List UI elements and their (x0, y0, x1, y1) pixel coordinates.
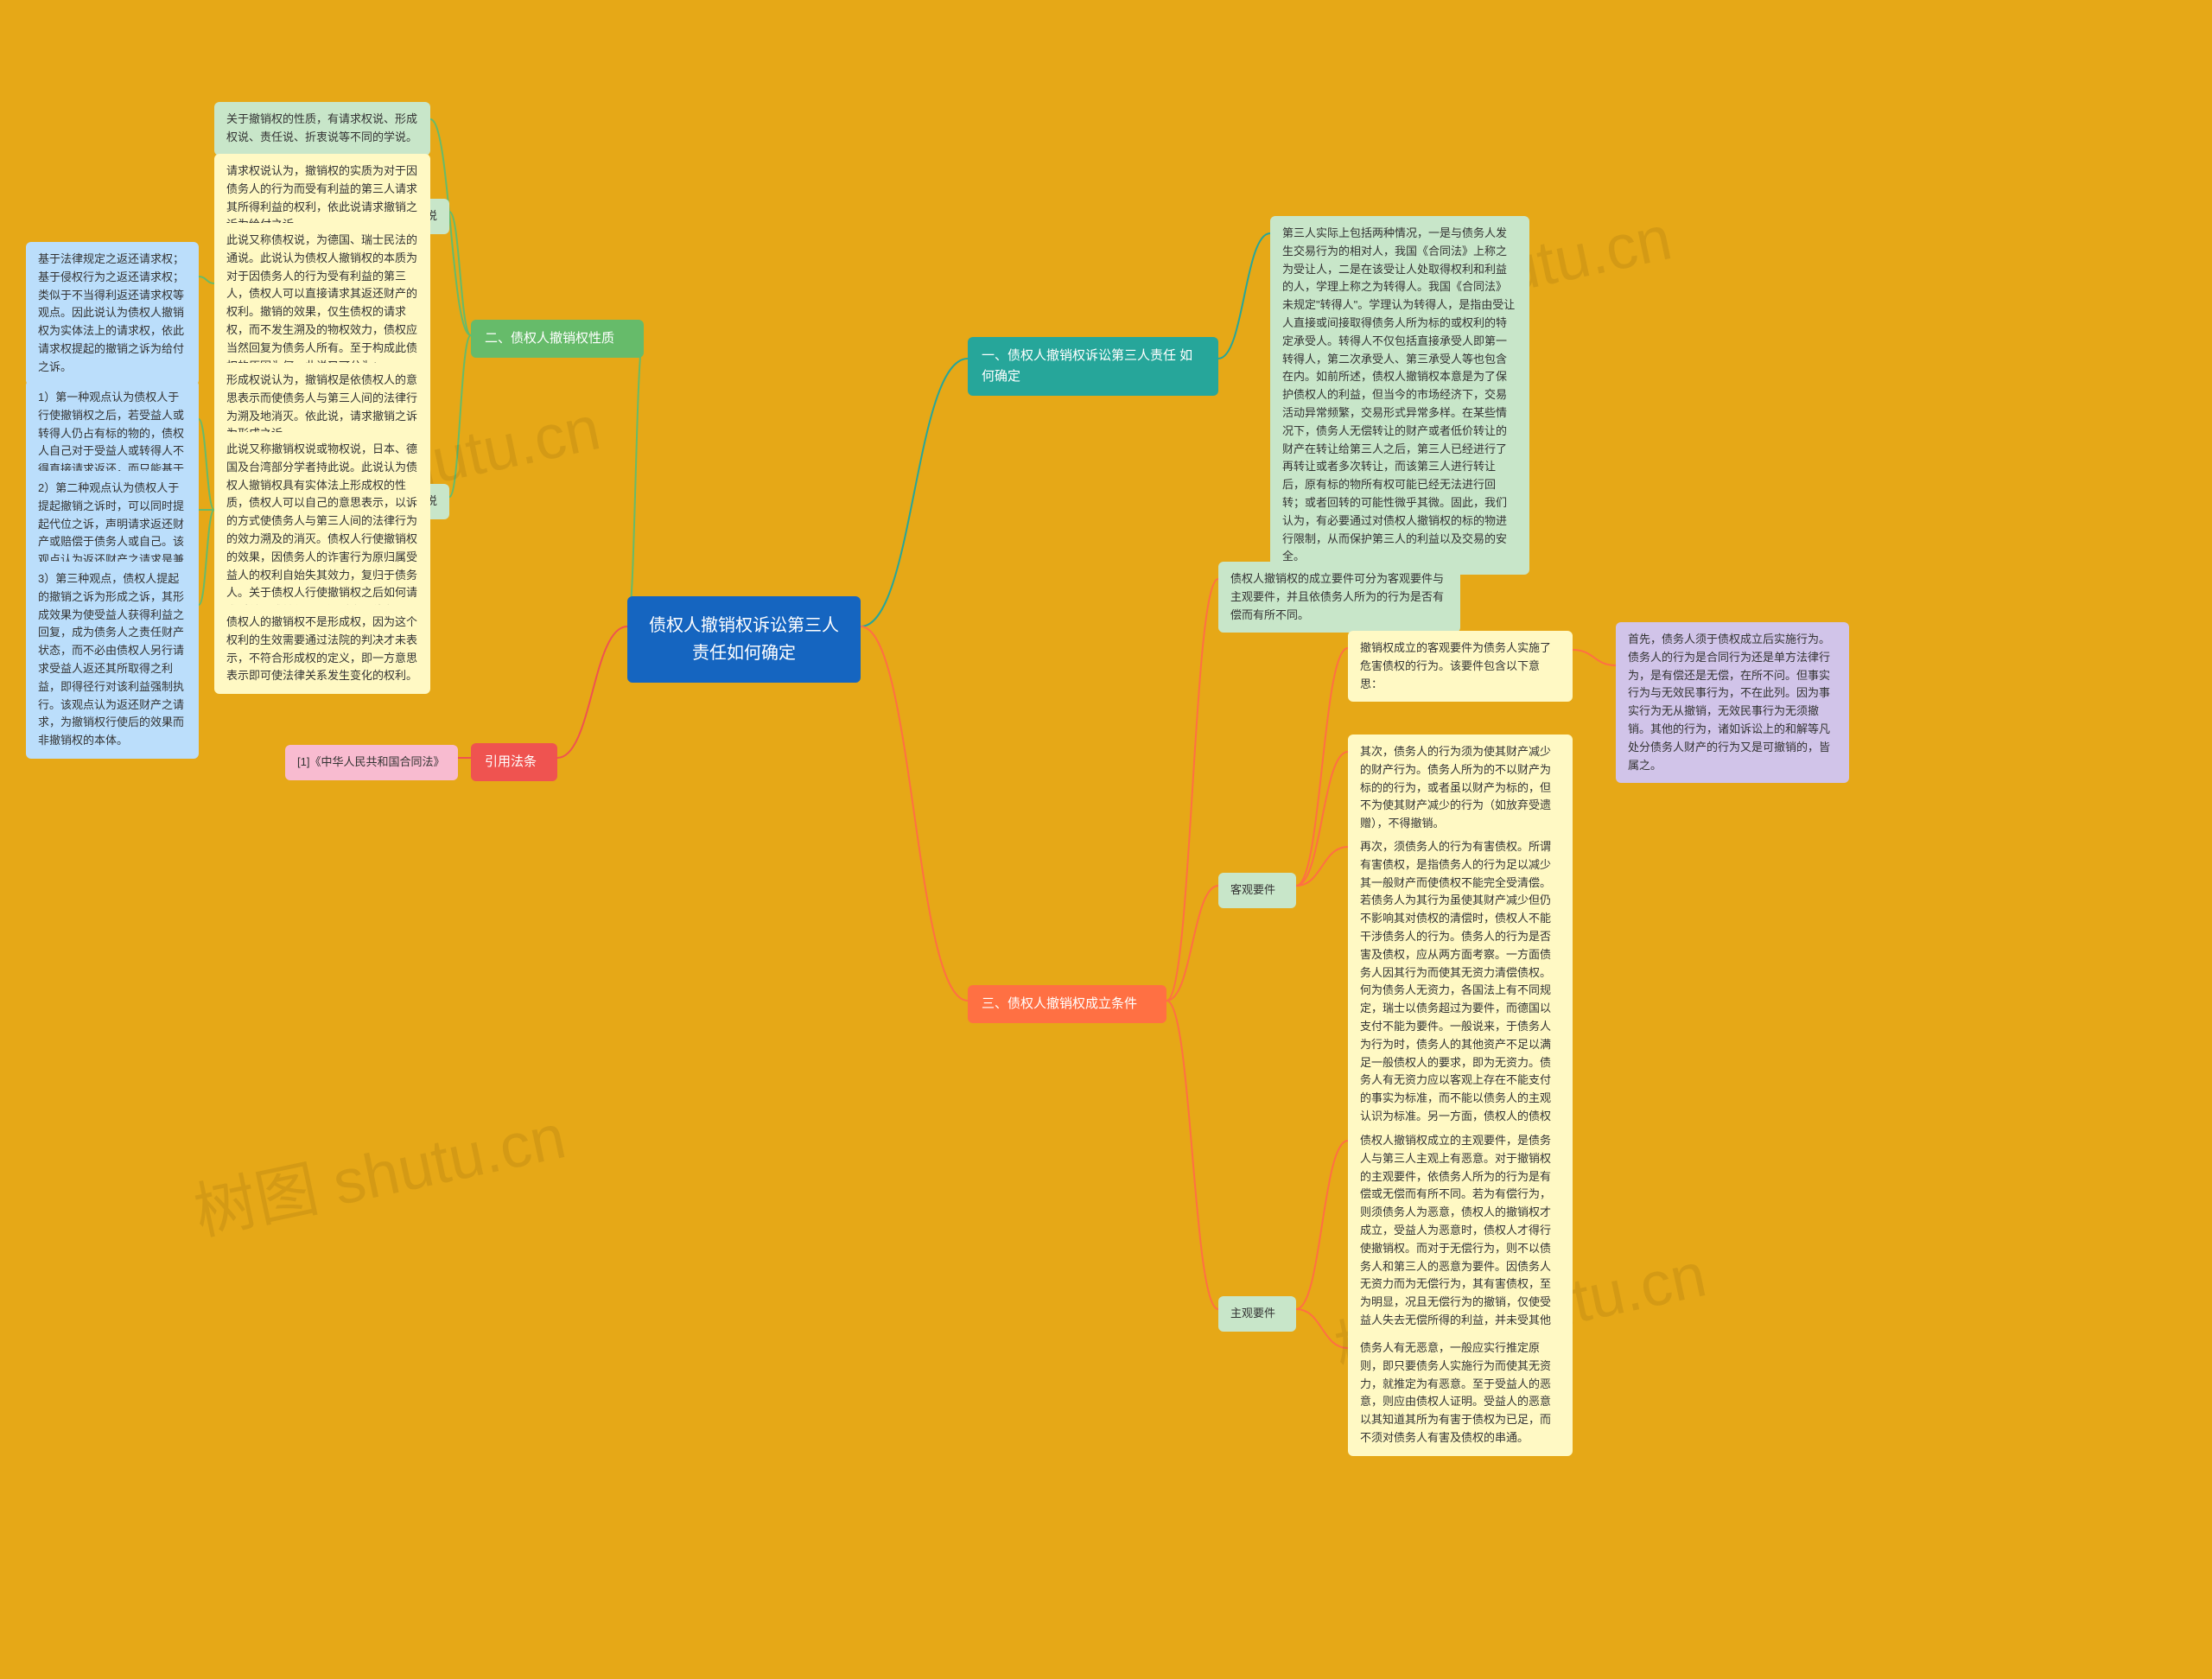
mindmap-node: 3）第三种观点，债权人提起的撤销之诉为形成之诉，其形成效果为使受益人获得利益之回… (26, 562, 199, 759)
mindmap-node: 债权人撤销权的成立要件可分为客观要件与主观要件，并且依债务人所为的行为是否有偿而… (1218, 562, 1460, 633)
mindmap-node: 撤销权成立的客观要件为债务人实施了危害债权的行为。该要件包含以下意思： (1348, 631, 1573, 702)
mindmap-node: 关于撤销权的性质，有请求权说、形成权说、责任说、折衷说等不同的学说。 (214, 102, 430, 156)
mindmap-node: 基于法律规定之返还请求权；基于侵权行为之返还请求权；类似于不当得利返还请求权等观… (26, 242, 199, 385)
mindmap-node: 其次，债务人的行为须为使其财产减少的财产行为。债务人所为的不以财产为标的的行为，… (1348, 735, 1573, 842)
mindmap-node: 引用法条 (471, 743, 557, 781)
mindmap-node: 债权人撤销权诉讼第三人 责任如何确定 (627, 596, 861, 683)
mindmap-node: 主观要件 (1218, 1296, 1296, 1332)
mindmap-node: 二、债权人撤销权性质 (471, 320, 644, 358)
mindmap-node: 三、债权人撤销权成立条件 (968, 985, 1166, 1023)
mindmap-node: [1]《中华人民共和国合同法》 (285, 745, 458, 780)
mindmap-node: 此说又称债权说，为德国、瑞士民法的通说。此说认为债权人撤销权的本质为对于因债务人… (214, 223, 430, 384)
mindmap-node: 债务人有无恶意，一般应实行推定原则，即只要债务人实施行为而使其无资力，就推定为有… (1348, 1331, 1573, 1456)
mindmap-node: 首先，债务人须于债权成立后实施行为。债务人的行为是合同行为还是单方法律行为，是有… (1616, 622, 1849, 783)
mindmap-node: 一、债权人撤销权诉讼第三人责任 如何确定 (968, 337, 1218, 396)
mindmap-node: 债权人的撤销权不是形成权，因为这个权利的生效需要通过法院的判决才未表示，不符合形… (214, 605, 430, 694)
mindmap-node: 客观要件 (1218, 873, 1296, 908)
mindmap-node: 第三人实际上包括两种情况，一是与债务人发生交易行为的相对人，我国《合同法》上称之… (1270, 216, 1529, 575)
watermark: 树图 shutu.cn (185, 1085, 572, 1252)
